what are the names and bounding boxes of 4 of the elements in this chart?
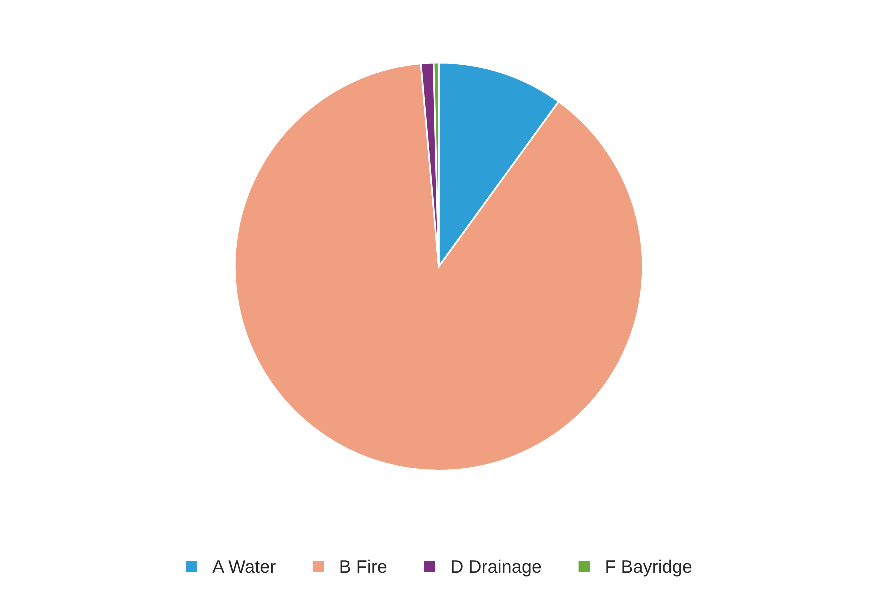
legend-label: B Fire [340,560,387,574]
legend-label: D Drainage [452,560,542,577]
legend-label: F Bayridge [606,560,692,577]
legend-label: A Water [212,560,276,574]
